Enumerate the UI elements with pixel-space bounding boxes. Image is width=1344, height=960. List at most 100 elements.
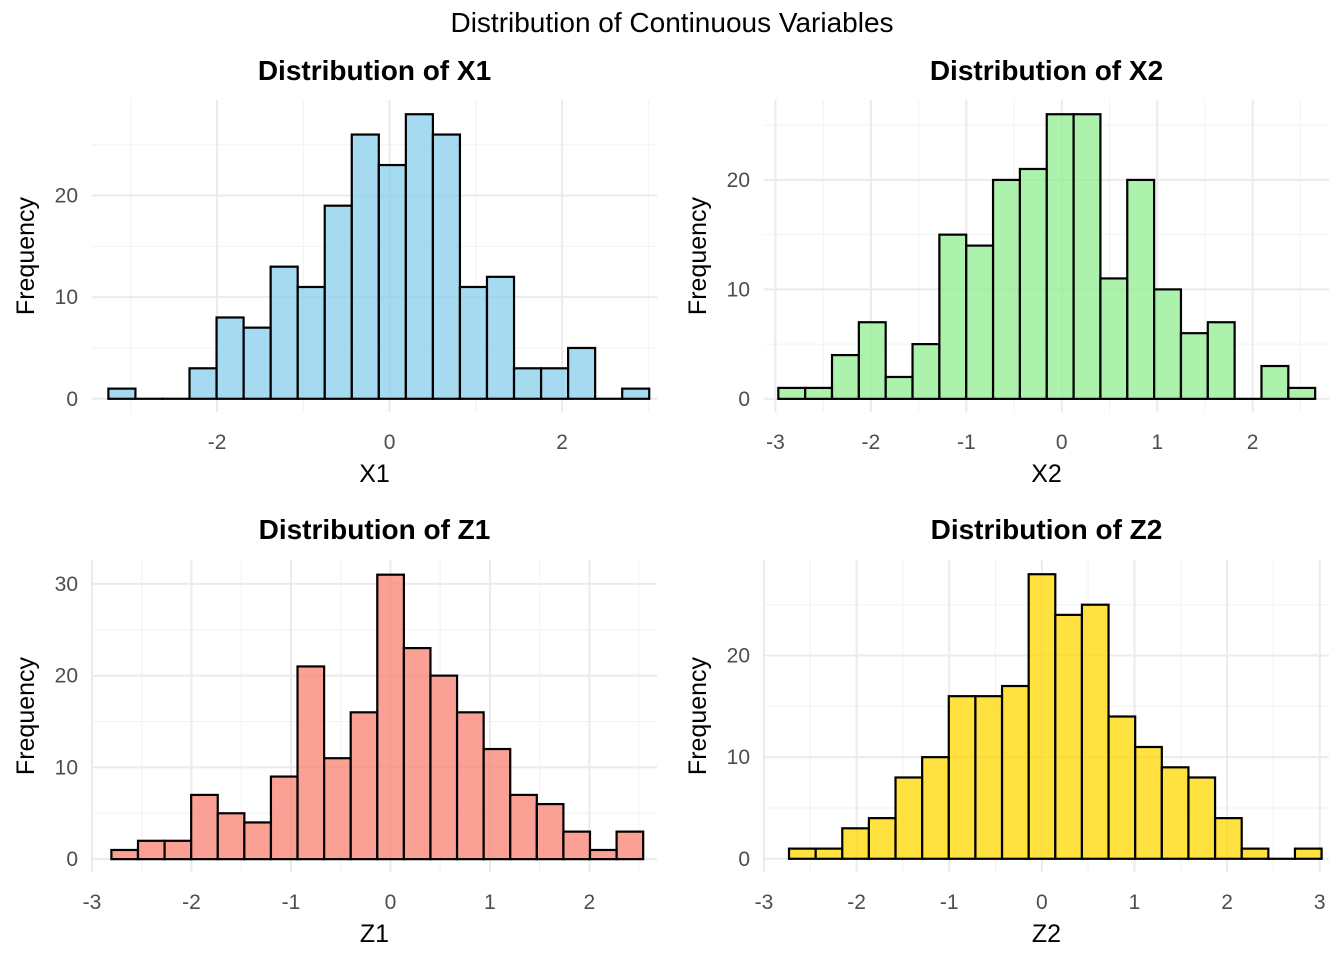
histogram-bar [376,573,405,861]
panel-title: Distribution of Z2 [931,514,1163,545]
histogram-bar [921,756,950,860]
histogram-bar [830,353,860,400]
y-tick-label: 20 [55,665,78,688]
histogram-bar [1126,178,1156,400]
x-tick-label: 3 [1314,891,1326,914]
x-axis-label: X2 [1031,460,1062,488]
histogram-bar [1027,573,1057,860]
histogram-bar [377,163,407,400]
histogram-bar [947,695,977,860]
histogram-bar [1153,288,1183,400]
x-axis-label: X1 [359,460,390,488]
histogram-bar [429,674,459,861]
histogram-bar [567,346,597,400]
histogram-bar [107,387,137,400]
histogram-bar [1260,364,1290,400]
x-tick-label: -2 [862,431,881,454]
x-tick-label: 0 [385,891,397,914]
histogram-bar [974,695,1004,860]
x-axis-label: Z2 [1032,920,1061,948]
histogram-bar [323,757,352,861]
histogram-bar [215,316,245,400]
histogram-bar [482,747,512,861]
histogram-bar [1213,817,1243,860]
histogram-bar [404,113,434,400]
x-tick-label: -3 [83,891,102,914]
histogram-bar [458,285,489,400]
histogram-bar [1018,167,1048,400]
y-tick-label: 0 [738,388,750,411]
histogram-bar [485,275,516,400]
histogram-bar [296,665,326,861]
x-tick-label: 1 [484,891,496,914]
histogram-bar [190,793,219,861]
y-tick-label: 10 [727,278,750,301]
histogram-bar [188,367,218,400]
x-tick-label: 2 [556,431,568,454]
y-axis-label: Frequency [12,196,40,315]
histogram-bar [431,133,462,400]
histogram-bar [1179,332,1209,400]
x-tick-label: -3 [755,891,774,914]
y-axis-label: Frequency [684,656,712,775]
histogram-bar [1240,847,1270,860]
y-tick-label: 20 [727,645,750,668]
histogram-bar [350,133,380,400]
x-tick-label: -1 [940,891,959,914]
histogram-bar [269,265,299,400]
histogram-bar [242,326,272,400]
histogram-bar [965,244,995,400]
histogram-bar [163,839,193,861]
y-axis-label: Frequency [684,196,712,315]
panel-z2: -3 -2 -1 0 1 2 3 0 10 20 Distribution of Z2 Z2 Frequ… [684,514,1329,948]
histogram-bar [804,386,834,400]
histogram-bar [269,775,299,861]
x-tick-label: -3 [766,431,785,454]
histogram-bar [455,711,485,861]
histogram-bar [588,848,618,861]
y-axis-label: Frequency [12,656,40,775]
histogram-bar [512,367,543,400]
y-tick-label: 10 [727,746,750,769]
histogram-bar [539,367,570,400]
histogram-bar [1293,847,1323,860]
histogram-bar [841,827,870,860]
histogram-bar [938,233,968,400]
y-tick-label: 0 [66,848,78,871]
y-tick-label: 10 [55,286,78,309]
histogram-bar [1054,613,1084,860]
panel-title: Distribution of X2 [930,55,1163,86]
histogram-bar [1206,321,1236,400]
histogram-bar [1187,776,1217,860]
histogram-bar [621,387,651,400]
histogram-bar [814,847,844,860]
x-tick-label: -2 [847,891,866,914]
histogram-bar [402,646,432,861]
figure-title: Distribution of Continuous Variables [450,7,893,38]
histogram-bar [911,343,941,400]
histogram-bar [884,375,914,400]
x-tick-label: 1 [1129,891,1141,914]
x-tick-label: 1 [1151,431,1163,454]
y-tick-label: 30 [55,573,78,596]
x-tick-label: -2 [182,891,201,914]
histogram-bar [110,848,140,861]
histogram-bar [615,830,645,861]
x-tick-label: 0 [384,431,396,454]
histogram-bar [787,847,817,860]
histogram-bar [894,776,924,860]
histogram-bar [991,178,1021,400]
x-tick-label: 2 [584,891,596,914]
panel-title: Distribution of X1 [258,55,491,86]
histogram-bar [857,321,887,400]
panel-title: Distribution of Z1 [259,514,491,545]
x-tick-label: -2 [208,431,227,454]
histogram-bar [1080,603,1110,860]
histogram-bar [1287,386,1317,400]
histogram-bar [867,817,897,860]
y-tick-label: 0 [66,388,78,411]
